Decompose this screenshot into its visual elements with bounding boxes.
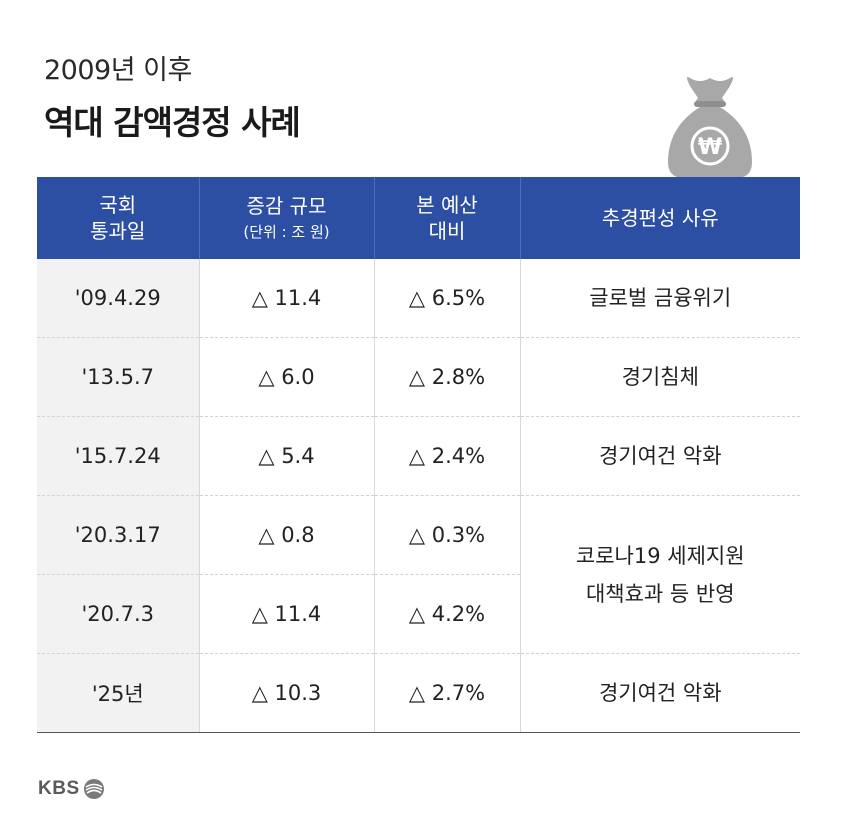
kbs-logo: KBS [38,778,105,800]
cell-ratio: △ 2.8% [373,337,520,417]
header-reason: 추경편성 사유 [519,177,800,259]
table-row: '09.4.29 △ 11.4 △ 6.5% 글로벌 금융위기 [37,259,800,338]
cell-reason: 경기여건 악화 [519,653,800,733]
kbs-emblem-icon [83,779,104,799]
budget-cuts-table: 국회 통과일 증감 규모 (단위 : 조 원) 본 예산 대비 추경편성 사유 '… [37,177,800,733]
cell-change: △ 0.8 [198,495,374,575]
page-title: 역대 감액경정 사례 [44,103,301,142]
table-row: '20.3.17 △ 0.8 △ 0.3% 코로나19 세제지원 대책효과 등 … [37,495,800,654]
cell-date: '09.4.29 [37,259,199,338]
cell-change: △ 5.4 [198,416,374,496]
cell-ratio: △ 2.4% [373,416,520,496]
cell-date: '13.5.7 [37,337,199,417]
table-row: '15.7.24 △ 5.4 △ 2.4% 경기여건 악화 [37,416,800,496]
header-date: 국회 통과일 [37,177,199,259]
header-change: 증감 규모 (단위 : 조 원) [198,177,374,259]
cell-change: △ 11.4 [198,259,374,338]
won-symbol: ₩ [698,135,722,160]
header-change-unit: (단위 : 조 원) [243,223,330,241]
cell-ratio: △ 0.3% [373,495,520,575]
table-header-row: 국회 통과일 증감 규모 (단위 : 조 원) 본 예산 대비 추경편성 사유 [37,177,800,259]
cell-date: '20.3.17 [37,495,199,575]
cell-ratio: △ 6.5% [373,259,520,338]
cell-reason: 글로벌 금융위기 [519,259,800,338]
page-subtitle: 2009년 이후 [44,55,192,86]
won-money-bag-icon: ₩ [668,77,752,178]
cell-date: '25년 [37,653,199,733]
table-row: '20.7.3 △ 11.4 △ 4.2% [37,574,800,654]
cell-change: △ 11.4 [198,574,374,654]
kbs-wordmark: KBS [38,778,80,799]
cell-reason-merged: 코로나19 세제지원 대책효과 등 반영 [519,495,800,654]
cell-ratio: △ 2.7% [373,653,520,733]
header-ratio: 본 예산 대비 [373,177,520,259]
table-row: '13.5.7 △ 6.0 △ 2.8% 경기침체 [37,337,800,417]
cell-change: △ 6.0 [198,337,374,417]
cell-date: '15.7.24 [37,416,199,496]
cell-reason: 경기침체 [519,337,800,417]
cell-reason: 경기여건 악화 [519,416,800,496]
cell-date: '20.7.3 [37,574,199,654]
table-row: '25년 △ 10.3 △ 2.7% 경기여건 악화 [37,653,800,733]
cell-ratio: △ 4.2% [373,574,520,654]
cell-change: △ 10.3 [198,653,374,733]
